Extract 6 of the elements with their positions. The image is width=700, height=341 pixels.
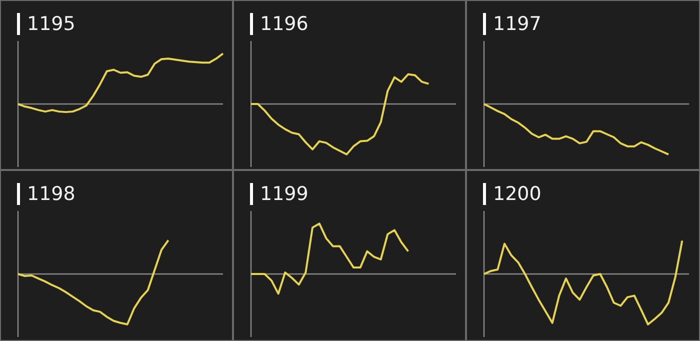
chart-title: 1198 bbox=[17, 183, 76, 205]
chart-title: 1199 bbox=[250, 183, 308, 205]
chart-title: 1195 bbox=[17, 13, 76, 35]
chart-title: 1197 bbox=[483, 13, 542, 35]
chart-title: 1196 bbox=[250, 13, 308, 35]
chart-title: 1200 bbox=[483, 183, 542, 205]
